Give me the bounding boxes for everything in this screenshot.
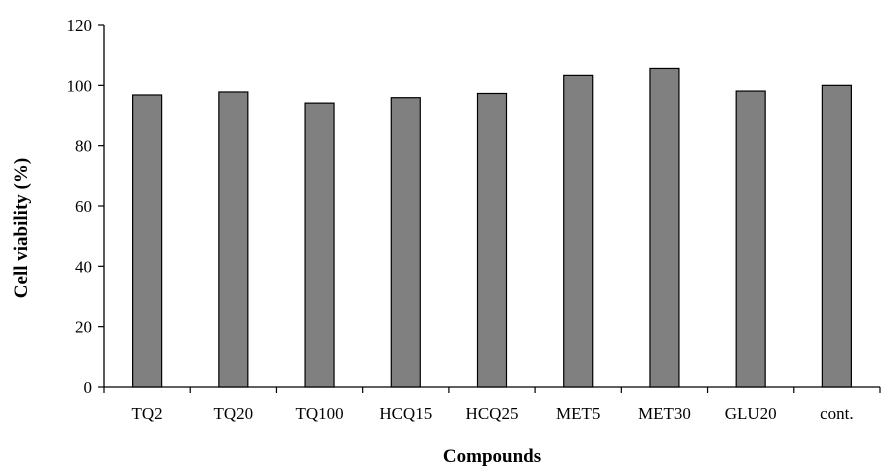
y-tick-label: 80 <box>75 137 92 156</box>
x-tick-label: HCQ15 <box>379 404 432 423</box>
y-tick-label: 60 <box>75 197 92 216</box>
y-tick-label: 120 <box>67 16 93 35</box>
y-axis-title: Cell viability (%) <box>11 158 32 298</box>
x-tick-label: MET30 <box>638 404 691 423</box>
x-tick-label: TQ20 <box>213 404 253 423</box>
x-tick-label: TQ2 <box>132 404 163 423</box>
x-tick-label: MET5 <box>556 404 600 423</box>
bar-tq2 <box>132 94 163 388</box>
bar-hcq15 <box>390 97 421 388</box>
x-tick-label: GLU20 <box>725 404 777 423</box>
bar-hcq25 <box>476 92 508 388</box>
bar-glu20 <box>735 90 766 388</box>
y-tick-label: 20 <box>75 318 92 337</box>
y-tick-label: 40 <box>75 257 92 276</box>
x-axis-title: Compounds <box>443 446 541 467</box>
x-tick-label: cont. <box>820 404 854 423</box>
y-tick-label: 100 <box>67 76 93 95</box>
x-tick-label: HCQ25 <box>466 404 519 423</box>
bar-tq100 <box>304 102 335 388</box>
bar-met5 <box>563 74 594 388</box>
x-tick-label: TQ100 <box>295 404 343 423</box>
x-axis: TQ2 TQ20 TQ100 HCQ15 HCQ25 MET5 MET30 GLU20 cont… <box>103 386 881 423</box>
bars <box>132 67 852 388</box>
y-axis: 0 20 40 60 80 100 120 <box>67 16 105 397</box>
bar-cont <box>821 84 852 388</box>
bar-tq20 <box>218 91 249 388</box>
y-tick-label: 0 <box>84 378 93 397</box>
bar-met30 <box>649 67 680 388</box>
